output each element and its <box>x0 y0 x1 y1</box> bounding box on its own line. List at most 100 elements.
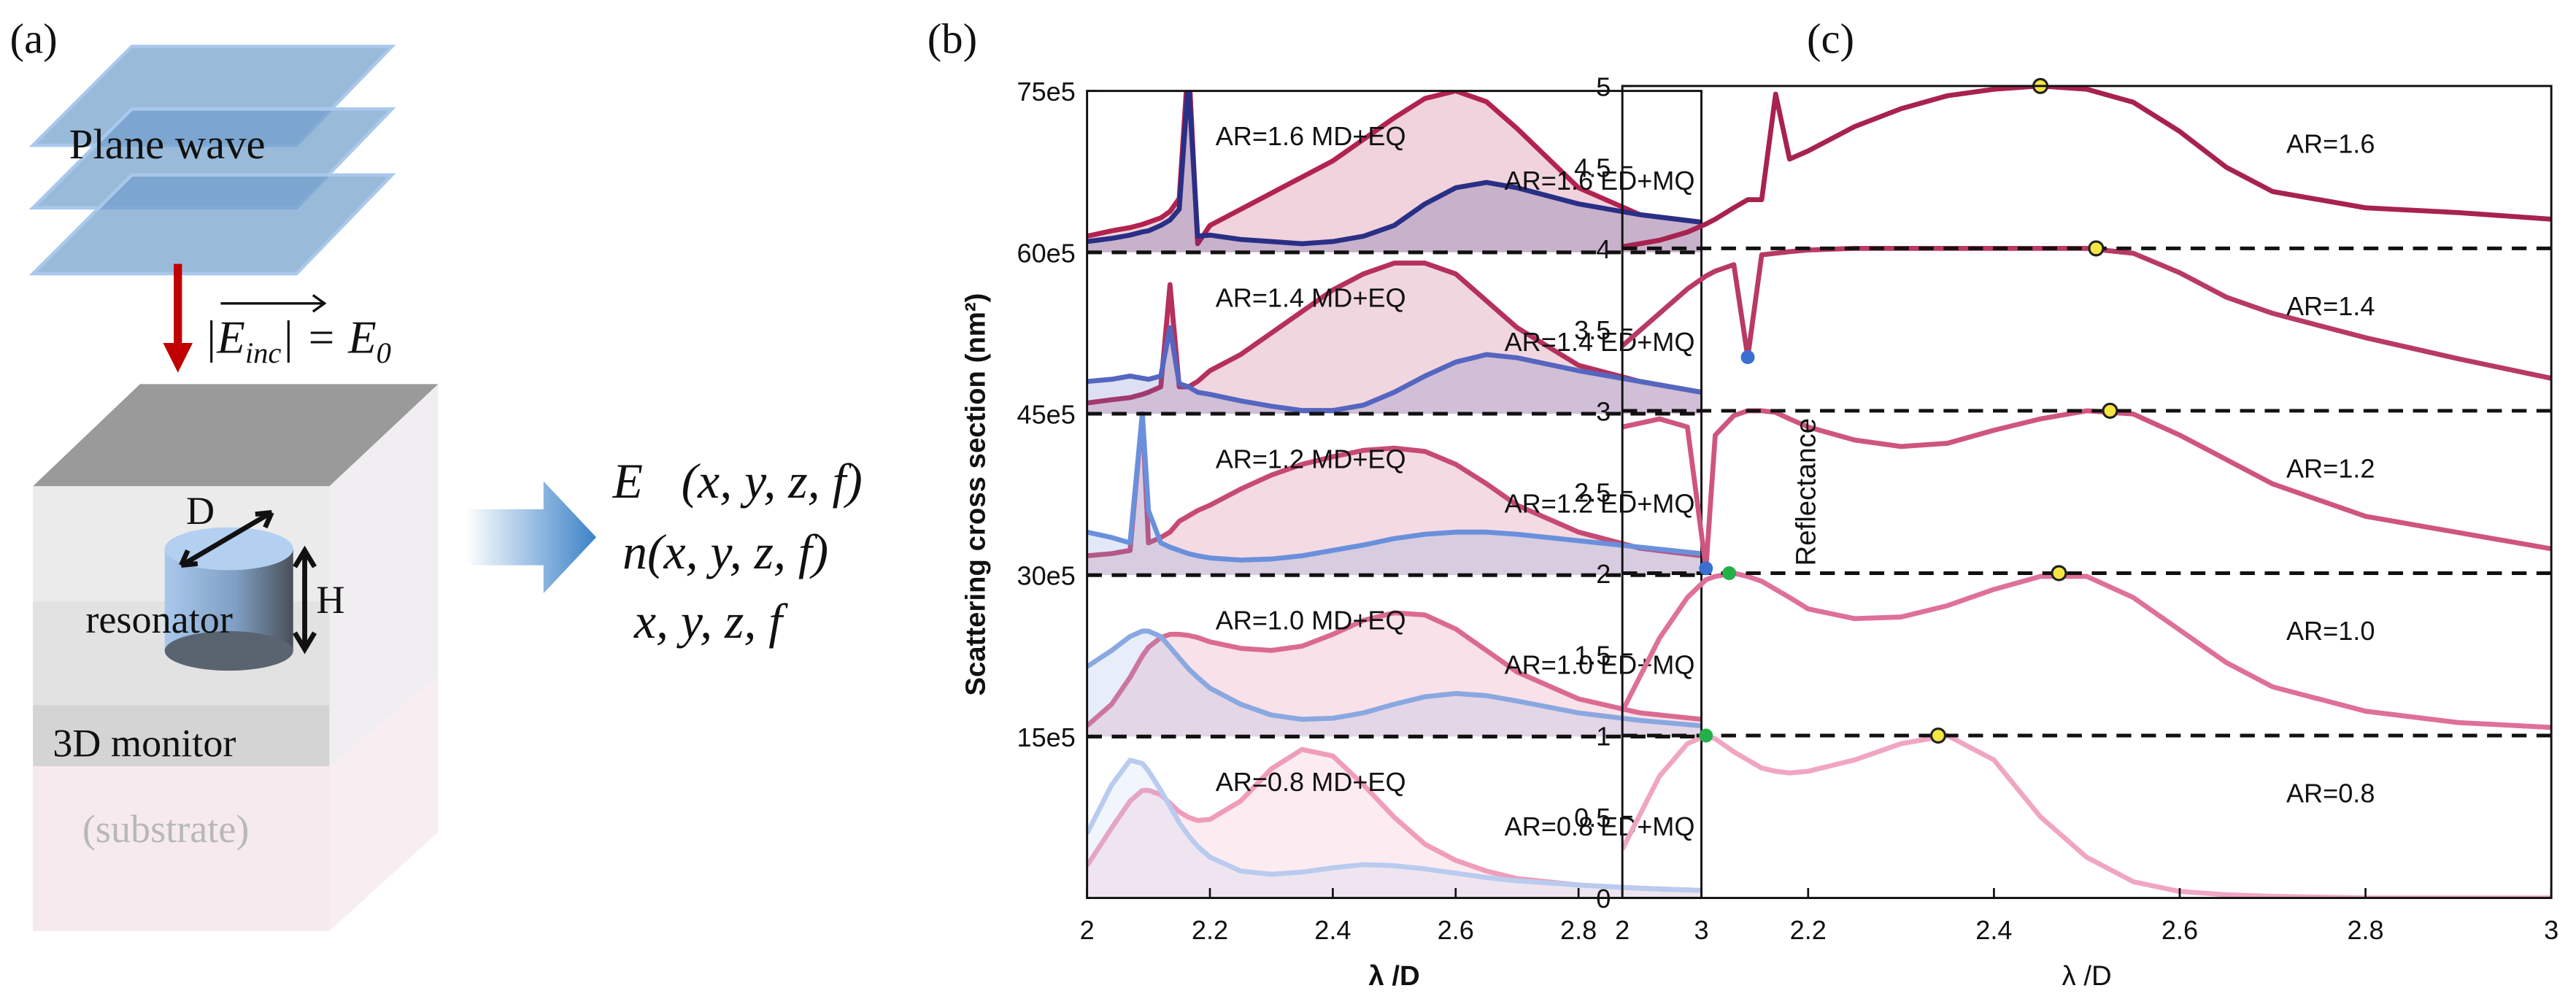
series-label: AR=0.8 MD+EQ <box>1216 767 1406 797</box>
panel-label: (c) <box>1807 15 1854 63</box>
x-tick-label: 3 <box>2544 915 2558 945</box>
x-axis-label: λ /D <box>1368 960 1419 992</box>
monitor-label: 3D monitor <box>53 721 236 765</box>
field-part: | = E <box>281 312 376 363</box>
area <box>1087 413 1702 576</box>
series-line <box>1087 325 1702 413</box>
output-label: E⃗(x, y, z, f) <box>612 454 863 509</box>
marker <box>2102 402 2118 419</box>
series-label: AR=1.2 <box>2286 454 2375 484</box>
series-line <box>1087 628 1702 728</box>
marker <box>1699 728 1713 743</box>
y-tick-label: 3 <box>1596 396 1611 426</box>
plane-wave-label: Plane wave <box>69 120 266 168</box>
marker <box>2088 240 2105 257</box>
x-tick-label: 2.6 <box>1438 915 1474 945</box>
field-part: E <box>216 312 245 363</box>
area <box>1087 90 1702 252</box>
x-tick-label: 2.2 <box>1192 915 1228 945</box>
marker <box>1740 350 1755 364</box>
marker <box>1722 566 1737 580</box>
series-label: AR=1.6 MD+EQ <box>1216 121 1406 151</box>
series-line <box>1622 733 2552 898</box>
y-tick-label: 3.5 <box>1574 315 1611 345</box>
flow-arrow <box>466 481 597 594</box>
series-label: AR=0.8 <box>2286 779 2375 809</box>
plot-area <box>1622 85 2552 898</box>
series-label: AR=1.0 MD+EQ <box>1216 606 1406 636</box>
series-label: AR=1.4 ED+MQ <box>1505 327 1695 357</box>
panel-label: (a) <box>10 15 58 63</box>
field-part: 0 <box>377 336 391 369</box>
series-label: AR=1.6 ED+MQ <box>1505 166 1695 196</box>
area <box>1087 263 1702 414</box>
y-tick-label: 30e5 <box>1017 561 1075 591</box>
series-line <box>1087 90 1702 247</box>
series-line <box>1087 261 1702 406</box>
y-tick-label: 2 <box>1596 559 1611 589</box>
series-label: AR=1.2 ED+MQ <box>1505 488 1695 518</box>
y-tick-label: 15e5 <box>1017 722 1075 752</box>
series-line <box>1622 408 2552 571</box>
y-tick-label: 0.5 <box>1574 803 1611 833</box>
y-tick-label: 5 <box>1596 72 1611 101</box>
plane-wave-sheets <box>28 45 396 276</box>
x-tick-label: 2.8 <box>1560 915 1597 945</box>
area <box>1087 328 1702 414</box>
y-tick-label: 60e5 <box>1017 238 1075 268</box>
series-line <box>1087 746 1702 893</box>
series-line <box>1622 571 2552 730</box>
y-axis-label: Reflectance <box>1790 418 1821 566</box>
series-line <box>1087 90 1702 247</box>
series-line <box>1622 85 2552 250</box>
plot-area <box>1087 90 1702 898</box>
series-label: AR=1.4 <box>2286 291 2375 321</box>
field-label: |Einc| = E0 <box>204 312 391 369</box>
series-label: AR=1.4 MD+EQ <box>1216 282 1406 312</box>
output-label: n(x, y, z, f) <box>622 525 828 579</box>
area <box>1087 413 1702 576</box>
field-part: | <box>204 312 217 363</box>
series-line <box>1622 246 2552 381</box>
marker <box>2051 565 2067 582</box>
output-label: x, y, z, f <box>633 594 788 649</box>
y-tick-label: 2.5 <box>1574 478 1611 508</box>
series-line <box>1087 411 1702 563</box>
substrate-label: (substrate) <box>82 807 250 851</box>
x-tick-label: 2.4 <box>1975 915 2012 945</box>
series-label: AR=1.2 MD+EQ <box>1216 444 1406 474</box>
y-tick-label: 4.5 <box>1574 153 1611 183</box>
axis-frame <box>1086 90 1702 900</box>
vector-arrow <box>220 294 327 313</box>
x-tick-label: 2.4 <box>1314 915 1351 945</box>
resonator-label: resonator <box>85 598 232 641</box>
y-tick-label: 0 <box>1596 884 1611 914</box>
x-tick-label: 2 <box>1080 915 1095 945</box>
diameter-label: D <box>186 489 215 533</box>
area <box>1087 630 1702 737</box>
resonator-cylinder <box>164 510 317 671</box>
y-tick-label: 1 <box>1596 722 1611 752</box>
y-tick-label: 75e5 <box>1017 77 1075 107</box>
series-label: AR=1.0 <box>2286 616 2375 646</box>
y-tick-label: 1.5 <box>1574 640 1611 670</box>
y-tick-label: 45e5 <box>1017 400 1075 430</box>
series-line <box>1087 757 1702 893</box>
panel-label: (b) <box>928 15 977 63</box>
area <box>1087 749 1702 898</box>
series-label: AR=1.6 <box>2286 128 2375 158</box>
x-tick-label: 2.6 <box>2162 915 2198 945</box>
x-tick-label: 2.2 <box>1790 915 1827 945</box>
x-tick-label: 2.8 <box>2347 915 2383 945</box>
y-axis-label: Scattering cross section (nm²) <box>960 293 992 696</box>
x-axis-label: λ /D <box>2062 960 2112 992</box>
x-tick-label: 3 <box>1694 915 1708 945</box>
marker <box>1699 561 1713 576</box>
marker <box>1929 727 1947 744</box>
series-label: AR=1.0 ED+MQ <box>1505 650 1695 680</box>
x-tick-label: 2 <box>1615 915 1630 945</box>
series-line <box>1087 411 1702 559</box>
series-label: AR=0.8 ED+MQ <box>1505 811 1695 841</box>
series-line <box>1087 610 1702 728</box>
